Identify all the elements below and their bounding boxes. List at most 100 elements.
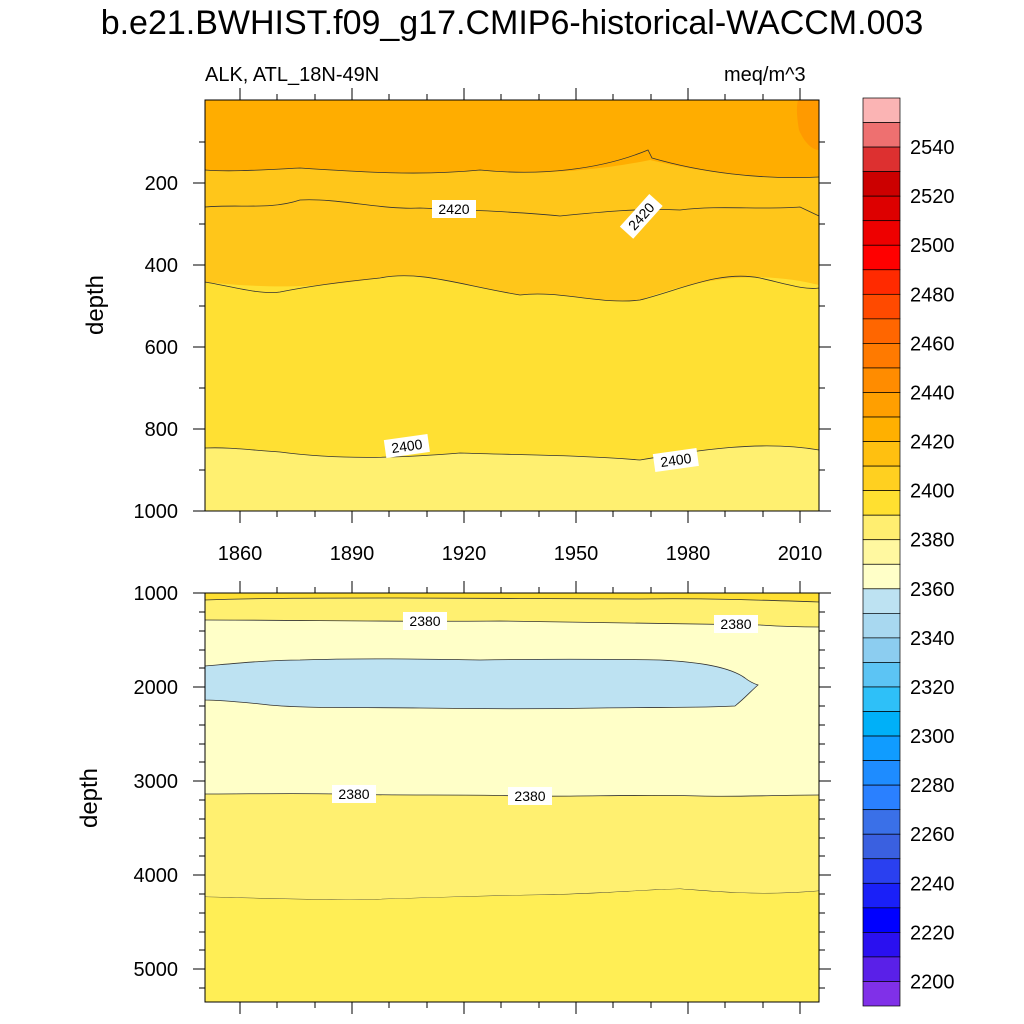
lower-contour-label-4: 2380 xyxy=(508,787,552,805)
lower-contour-label-2: 2380 xyxy=(714,615,758,633)
colorbar-swatch xyxy=(862,220,901,246)
upper-x-axis: 1860 1890 1920 1950 1980 2010 xyxy=(218,88,823,565)
colorbar-label: 2260 xyxy=(910,824,955,846)
colorbar-swatch xyxy=(862,318,901,344)
colorbar-swatch xyxy=(862,441,901,467)
colorbar-label: 2340 xyxy=(910,628,955,650)
colorbar-label: 2280 xyxy=(910,775,955,797)
y-tick-label: 200 xyxy=(145,173,178,195)
y-tick-label: 400 xyxy=(145,255,178,277)
chart-title: b.e21.BWHIST.f09_g17.CMIP6-historical-WA… xyxy=(100,4,924,42)
colorbar-swatch xyxy=(862,809,901,835)
colorbar-swatch xyxy=(862,563,901,590)
lower-contour-2390-upper xyxy=(204,597,820,603)
x-tick-label: 1950 xyxy=(554,543,599,565)
y-tick-label: 800 xyxy=(145,419,178,441)
colorbar-swatch xyxy=(862,490,901,516)
colorbar-swatch xyxy=(862,735,901,761)
lower-y-axis: 1000 2000 3000 4000 5000 xyxy=(134,583,831,989)
colorbar-swatch xyxy=(862,858,901,884)
contour-label-text: 2380 xyxy=(514,788,545,804)
colorbar-label: 2480 xyxy=(910,284,955,306)
colorbar-swatch xyxy=(862,686,901,712)
colorbar-swatch xyxy=(862,392,901,418)
colorbar-swatch xyxy=(862,465,901,491)
upper-y-axis-label: depth xyxy=(82,275,109,335)
colorbar-label: 2460 xyxy=(910,333,955,355)
colorbar-swatch xyxy=(862,956,901,982)
x-tick-label: 1980 xyxy=(666,543,711,565)
x-tick-label: 1890 xyxy=(330,543,375,565)
colorbar-label: 2220 xyxy=(910,922,955,944)
colorbar-swatch xyxy=(862,637,901,663)
x-tick-label: 1920 xyxy=(442,543,487,565)
upper-y-axis: 200 400 600 800 1000 xyxy=(134,141,831,523)
colorbar-swatches xyxy=(862,97,901,1007)
colorbar-swatch xyxy=(862,367,901,393)
colorbar-swatch xyxy=(862,662,901,688)
colorbar-label: 2500 xyxy=(910,235,955,257)
colorbar-swatch xyxy=(862,122,901,148)
colorbar-swatch xyxy=(862,343,901,369)
variable-region-label: ALK, ATL_18N-49N xyxy=(205,64,380,86)
colorbar-swatch xyxy=(862,907,901,933)
colorbar-swatch xyxy=(862,171,901,197)
lower-contour-label-3: 2380 xyxy=(332,785,376,803)
y-tick-label: 1000 xyxy=(134,583,179,605)
colorbar-swatch xyxy=(862,416,901,442)
contour-label-text: 2400 xyxy=(390,436,423,456)
upper-contour-label-1: 2420 xyxy=(432,200,476,218)
x-tick-label: 1860 xyxy=(218,543,263,565)
colorbar-swatch xyxy=(862,195,901,222)
colorbar-swatch xyxy=(862,833,901,860)
colorbar-swatch xyxy=(862,514,901,541)
upper-contour-2420 xyxy=(204,199,820,217)
contour-label-text: 2420 xyxy=(438,201,469,217)
units-label: meq/m^3 xyxy=(724,64,806,86)
lower-plot-frame xyxy=(204,592,820,1003)
lower-x-axis xyxy=(239,581,801,1014)
lower-band-2400-deep xyxy=(205,889,819,1002)
y-tick-label: 5000 xyxy=(134,959,179,981)
colorbar-label: 2420 xyxy=(910,432,955,454)
contour-label-text: 2400 xyxy=(659,450,692,470)
colorbar-label: 2300 xyxy=(910,726,955,748)
colorbar-swatch xyxy=(862,612,901,639)
colorbar-label: 2540 xyxy=(910,137,955,159)
upper-band-2430 xyxy=(796,100,819,150)
y-tick-label: 3000 xyxy=(134,771,179,793)
y-tick-label: 1000 xyxy=(134,501,179,523)
upper-contour-label-4: 2400 xyxy=(652,448,699,472)
y-tick-label: 4000 xyxy=(134,865,179,887)
upper-contour-2400 xyxy=(204,445,820,461)
lower-contour-2380-upper xyxy=(204,619,820,628)
colorbar-swatch xyxy=(862,981,901,1007)
colorbar-swatch xyxy=(862,784,901,811)
colorbar-swatch xyxy=(862,146,901,172)
colorbar: 2540 2520 2500 2480 2460 2440 2420 2400 2380 2360… xyxy=(862,97,955,1007)
colorbar-swatch xyxy=(862,244,901,271)
contour-label-text: 2380 xyxy=(409,613,440,629)
colorbar-label: 2360 xyxy=(910,579,955,601)
contour-label-text: 2380 xyxy=(338,786,369,802)
colorbar-swatch xyxy=(862,269,901,295)
colorbar-label: 2440 xyxy=(910,382,955,404)
colorbar-label: 2380 xyxy=(910,530,955,552)
colorbar-swatch xyxy=(862,932,901,958)
colorbar-label: 2400 xyxy=(910,481,955,503)
x-tick-label: 2010 xyxy=(778,543,823,565)
colorbar-labels: 2540 2520 2500 2480 2460 2440 2420 2400 2380 2360… xyxy=(910,137,955,993)
colorbar-label: 2320 xyxy=(910,677,955,699)
colorbar-label: 2520 xyxy=(910,186,955,208)
lower-y-axis-label: depth xyxy=(76,768,103,828)
upper-band-2420 xyxy=(205,100,819,178)
lower-panel: 2380 2380 2380 2380 xyxy=(76,581,831,1014)
colorbar-swatch xyxy=(862,293,901,320)
upper-contour-2430 xyxy=(204,149,820,179)
upper-contour-label-3: 2400 xyxy=(383,434,430,458)
lower-band-2370 xyxy=(204,658,759,710)
colorbar-swatch xyxy=(862,760,901,786)
colorbar-swatch xyxy=(862,711,901,737)
colorbar-swatch xyxy=(862,97,901,123)
